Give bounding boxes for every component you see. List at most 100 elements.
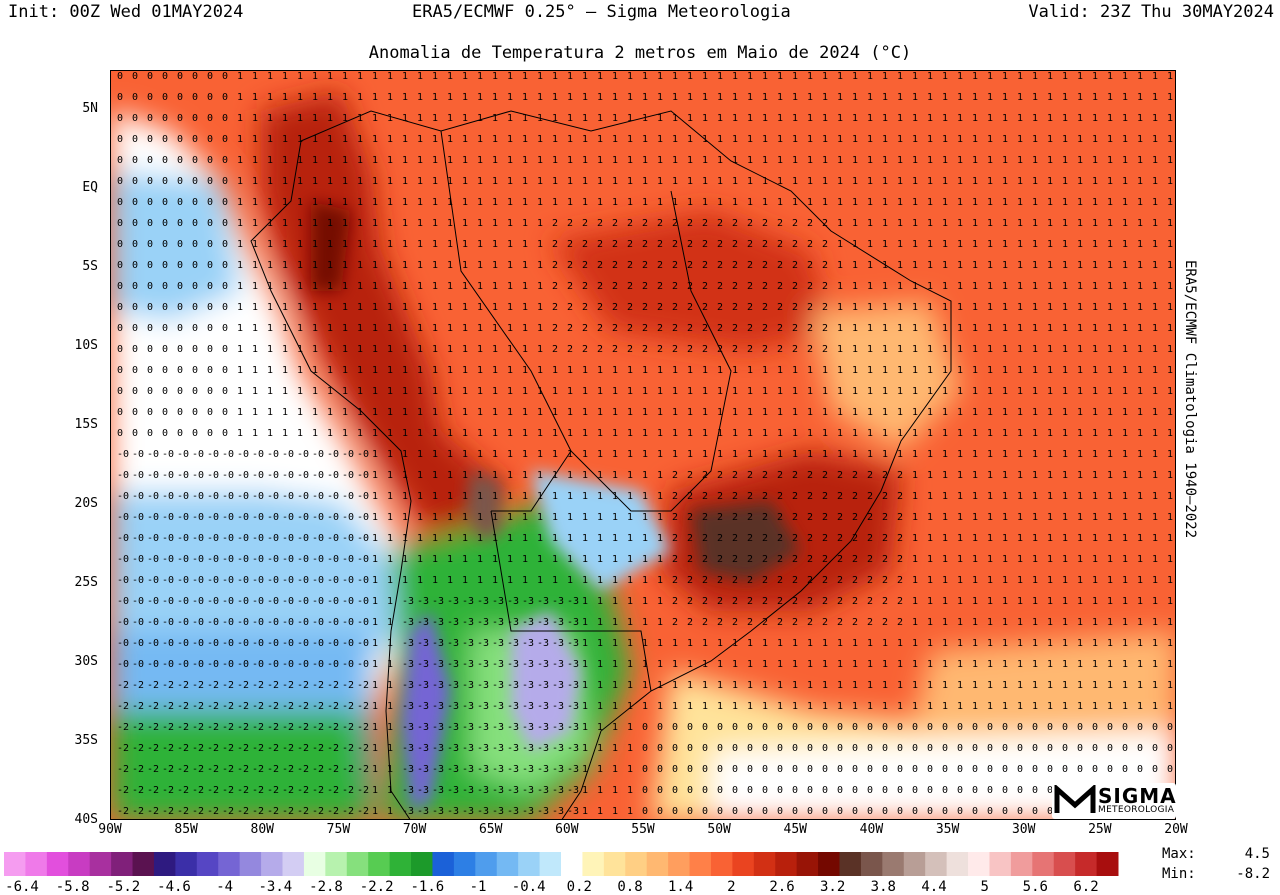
svg-text:1: 1 [1152,92,1158,103]
svg-text:1: 1 [267,323,273,334]
svg-text:1: 1 [312,239,318,250]
svg-text:1: 1 [777,155,783,166]
svg-text:2: 2 [747,302,753,313]
svg-text:1: 1 [1062,596,1068,607]
svg-text:1: 1 [1107,365,1113,376]
svg-text:1: 1 [807,659,813,670]
svg-text:2: 2 [687,323,693,334]
svg-text:1: 1 [1122,218,1128,229]
svg-text:0: 0 [147,155,153,166]
svg-text:2: 2 [807,218,813,229]
svg-text:1: 1 [237,344,243,355]
svg-text:1: 1 [417,281,423,292]
svg-text:1: 1 [537,260,543,271]
svg-text:1: 1 [432,512,438,523]
svg-text:1: 1 [687,659,693,670]
svg-text:1: 1 [417,575,423,586]
svg-text:0: 0 [987,806,993,817]
svg-text:1: 1 [1062,533,1068,544]
svg-text:1: 1 [342,260,348,271]
svg-text:2: 2 [672,239,678,250]
legend-swatch [196,852,219,876]
svg-text:0: 0 [672,722,678,733]
svg-text:0: 0 [687,743,693,754]
svg-text:-0: -0 [177,596,189,607]
svg-text:1: 1 [822,449,828,460]
svg-text:0: 0 [1032,785,1038,796]
svg-text:1: 1 [432,281,438,292]
svg-text:1: 1 [1002,197,1008,208]
svg-text:0: 0 [987,722,993,733]
svg-text:1: 1 [417,92,423,103]
svg-text:-3: -3 [462,764,474,775]
svg-text:1: 1 [282,92,288,103]
svg-text:-2: -2 [357,743,369,754]
svg-text:2: 2 [777,596,783,607]
legend-label: -5.2 [106,879,141,895]
svg-text:1: 1 [987,365,993,376]
svg-text:1: 1 [477,533,483,544]
svg-text:1: 1 [642,197,648,208]
svg-text:1: 1 [972,71,978,82]
legend-label: 5 [980,879,989,895]
legend-label: 0.2 [566,879,592,895]
svg-text:2: 2 [777,239,783,250]
svg-text:-0: -0 [147,491,159,502]
svg-text:2: 2 [807,533,813,544]
svg-text:1: 1 [1017,512,1023,523]
svg-text:-3: -3 [567,722,579,733]
svg-text:1: 1 [912,701,918,712]
svg-text:1: 1 [522,113,528,124]
svg-text:1: 1 [777,701,783,712]
svg-text:2: 2 [672,596,678,607]
svg-text:1: 1 [237,323,243,334]
svg-text:1: 1 [507,134,513,145]
svg-text:1: 1 [1092,407,1098,418]
svg-text:1: 1 [837,407,843,418]
svg-text:0: 0 [942,722,948,733]
svg-text:1: 1 [402,470,408,481]
svg-text:1: 1 [957,470,963,481]
svg-text:-0: -0 [207,575,219,586]
svg-text:1: 1 [1062,659,1068,670]
svg-text:-0: -0 [297,617,309,628]
svg-text:2: 2 [582,218,588,229]
svg-text:1: 1 [882,680,888,691]
svg-text:1: 1 [912,512,918,523]
svg-text:1: 1 [462,491,468,502]
svg-text:-3: -3 [522,722,534,733]
svg-text:1: 1 [387,239,393,250]
svg-text:1: 1 [537,218,543,229]
svg-text:1: 1 [942,281,948,292]
svg-text:2: 2 [702,533,708,544]
svg-text:1: 1 [597,365,603,376]
svg-text:1: 1 [702,638,708,649]
svg-text:2: 2 [867,470,873,481]
svg-text:-2: -2 [237,680,249,691]
svg-text:1: 1 [1122,92,1128,103]
svg-text:1: 1 [522,218,528,229]
svg-text:0: 0 [792,764,798,775]
svg-text:-3: -3 [462,806,474,817]
svg-text:1: 1 [627,407,633,418]
svg-text:1: 1 [462,554,468,565]
max-row: Max: 4.5 [1162,844,1270,864]
svg-text:1: 1 [702,449,708,460]
svg-text:2: 2 [717,344,723,355]
svg-text:1: 1 [1167,113,1173,124]
svg-text:0: 0 [777,743,783,754]
svg-text:0: 0 [807,785,813,796]
svg-text:0: 0 [192,260,198,271]
svg-text:2: 2 [762,281,768,292]
svg-text:1: 1 [1092,491,1098,502]
coastline-outline [250,110,952,819]
svg-text:2: 2 [777,344,783,355]
svg-text:-2: -2 [237,701,249,712]
svg-text:0: 0 [177,365,183,376]
svg-text:1: 1 [537,302,543,313]
svg-text:1: 1 [447,491,453,502]
svg-text:1: 1 [312,344,318,355]
svg-text:1: 1 [912,134,918,145]
svg-text:0: 0 [177,155,183,166]
